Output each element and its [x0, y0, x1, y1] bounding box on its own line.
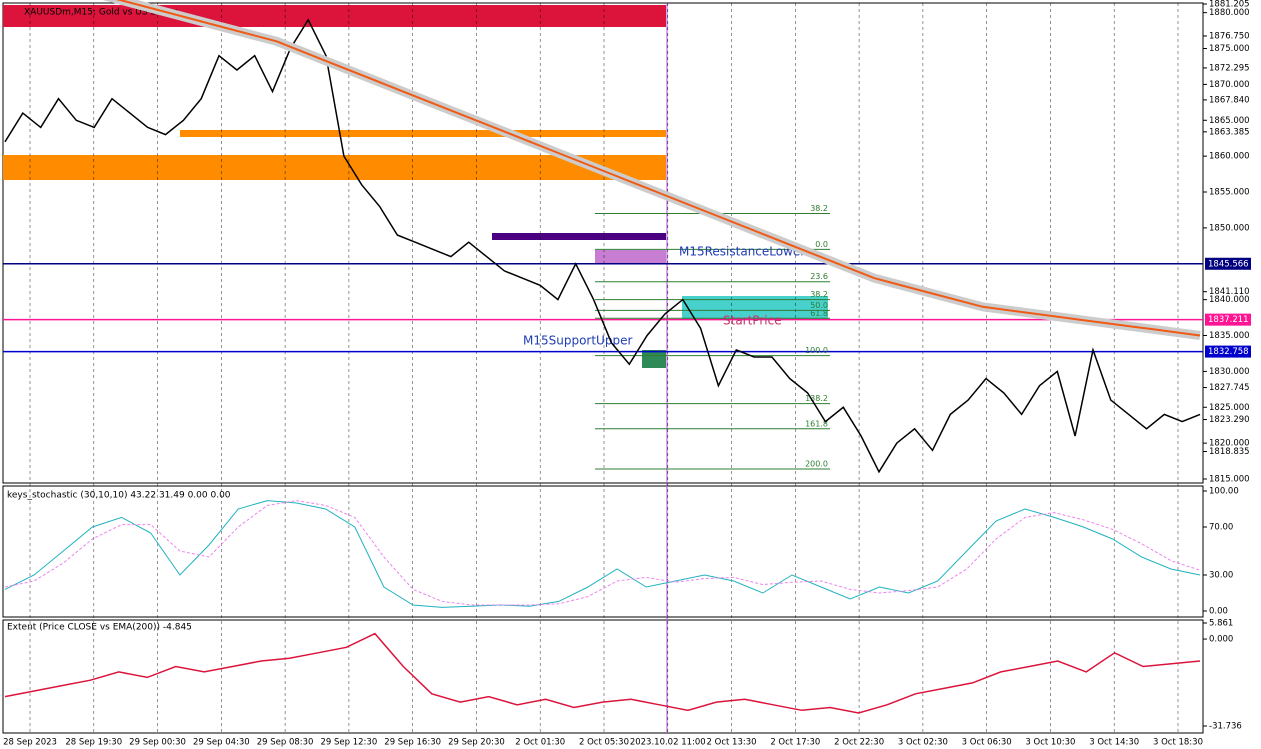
panel-title: Extent (Price CLOSE vs EMA(200)) -4.845	[7, 623, 192, 633]
fib-label: 100.0	[805, 346, 828, 355]
fib-label: 161.8	[805, 419, 828, 428]
y-tick-label: 1860.000	[1209, 152, 1250, 162]
fib-label: 38.2	[810, 204, 828, 213]
y-tick-label: 0.000	[1209, 635, 1233, 645]
y-tick-label: 5.861	[1209, 619, 1233, 629]
series-line	[4, 500, 1201, 608]
panel-title: keys_stochastic (30,10,10) 43.22 31.49 0…	[7, 491, 231, 501]
series-line	[4, 18, 1201, 474]
level-label: 1832.758	[1208, 347, 1249, 357]
x-tick-label: 3 Oct 02:30	[898, 738, 948, 748]
annotation: StartPrice	[723, 314, 782, 328]
y-tick-label: 1876.750	[1209, 31, 1250, 41]
fib-label: 200.0	[805, 459, 828, 468]
fib-label: 23.6	[810, 272, 828, 281]
fib-label: 0.0	[815, 240, 828, 249]
y-tick-label: 1820.000	[1209, 439, 1250, 449]
y-tick-label: 1840.000	[1209, 295, 1250, 305]
annotation: M15SupportUpper	[523, 334, 632, 348]
x-tick-label: 2 Oct 05:30	[579, 738, 629, 748]
zone	[3, 155, 666, 180]
y-tick-label: -31.736	[1209, 722, 1242, 732]
zone	[642, 350, 666, 368]
y-tick-label: 1827.745	[1209, 383, 1250, 393]
y-tick-label: 1863.385	[1209, 127, 1250, 137]
x-tick-label: 28 Sep 19:30	[65, 738, 122, 748]
x-tick-label: 29 Sep 08:30	[257, 738, 314, 748]
y-tick-label: 70.00	[1209, 523, 1233, 533]
y-tick-label: 1855.000	[1209, 188, 1250, 198]
annotation: M15ResistanceLower	[679, 245, 805, 259]
x-tick-label: 2 Oct 01:30	[515, 738, 565, 748]
level-badge	[1205, 257, 1251, 270]
y-tick-label: 1850.000	[1209, 223, 1250, 233]
x-tick-label: 29 Sep 16:30	[384, 738, 441, 748]
x-tick-label: 3 Oct 18:30	[1153, 738, 1203, 748]
y-tick-label: 1865.000	[1209, 116, 1250, 126]
series-line	[116, 0, 1201, 337]
fib-label: 50.0	[810, 301, 828, 310]
y-tick-label: 1880.000	[1209, 8, 1250, 18]
y-tick-label: 1818.835	[1209, 447, 1250, 457]
x-tick-label: 29 Sep 00:30	[129, 738, 186, 748]
level-label: 1845.566	[1208, 259, 1249, 269]
y-tick-label: 1815.000	[1209, 475, 1250, 485]
x-tick-label: 2 Oct 17:30	[770, 738, 820, 748]
x-tick-label: 2 Oct 22:30	[834, 738, 884, 748]
x-tick-label: 3 Oct 06:30	[962, 738, 1012, 748]
level-badge	[1205, 345, 1251, 358]
y-tick-label: 30.00	[1209, 571, 1233, 581]
fib-label: 38.2	[810, 290, 828, 299]
y-tick-label: 1867.840	[1209, 95, 1250, 105]
x-tick-label: 2 Oct 13:30	[707, 738, 757, 748]
y-tick-label: 1823.290	[1209, 415, 1250, 425]
x-tick-label: 3 Oct 14:30	[1089, 738, 1139, 748]
zone	[595, 250, 666, 264]
y-tick-label: 1835.000	[1209, 331, 1250, 341]
x-tick-label: 3 Oct 10:30	[1025, 738, 1075, 748]
level-badge	[1205, 313, 1251, 326]
price-panel	[2, 2, 1204, 484]
y-tick-label: 1870.000	[1209, 80, 1250, 90]
y-tick-label: 1872.295	[1209, 63, 1250, 73]
y-tick-label: 1841.110	[1209, 287, 1250, 297]
fib-label: 138.2	[805, 394, 828, 403]
zone	[180, 130, 666, 137]
y-tick-label: 1830.000	[1209, 367, 1250, 377]
extent-panel	[2, 619, 1204, 734]
y-tick-label: 0.00	[1209, 607, 1228, 617]
x-tick-label: 28 Sep 2023	[3, 738, 57, 748]
x-tick-label: 2023.10.02 11:00	[630, 738, 706, 748]
level-label: 1837.211	[1208, 315, 1249, 325]
stochastic-panel	[2, 485, 1204, 618]
series-line	[4, 500, 1201, 606]
y-tick-label: 1881.205	[1209, 0, 1250, 10]
y-tick-label: 1825.000	[1209, 403, 1250, 413]
fib-label: 61.8	[810, 309, 828, 318]
y-tick-label: 1875.000	[1209, 44, 1250, 54]
x-tick-label: 29 Sep 04:30	[193, 738, 250, 748]
y-tick-label: 100.00	[1209, 487, 1239, 497]
series-line	[4, 632, 1201, 714]
chart-title: XAUUSDm,M15: Gold vs US Dollar	[24, 8, 177, 18]
x-tick-label: 29 Sep 20:30	[448, 738, 505, 748]
x-tick-label: 29 Sep 12:30	[321, 738, 378, 748]
zone	[492, 233, 666, 240]
